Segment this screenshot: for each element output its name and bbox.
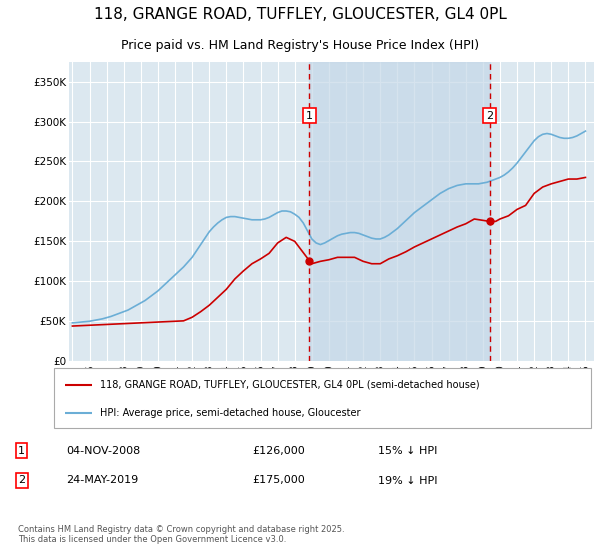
Text: £175,000: £175,000 <box>252 475 305 486</box>
Text: 118, GRANGE ROAD, TUFFLEY, GLOUCESTER, GL4 0PL (semi-detached house): 118, GRANGE ROAD, TUFFLEY, GLOUCESTER, G… <box>100 380 479 390</box>
Text: Contains HM Land Registry data © Crown copyright and database right 2025.
This d: Contains HM Land Registry data © Crown c… <box>18 525 344 544</box>
Text: £126,000: £126,000 <box>252 446 305 456</box>
Bar <box>309 62 490 361</box>
Text: 1: 1 <box>306 110 313 120</box>
Text: 19% ↓ HPI: 19% ↓ HPI <box>378 475 437 486</box>
Text: 2: 2 <box>18 475 25 486</box>
Text: 118, GRANGE ROAD, TUFFLEY, GLOUCESTER, GL4 0PL: 118, GRANGE ROAD, TUFFLEY, GLOUCESTER, G… <box>94 7 506 22</box>
Text: Price paid vs. HM Land Registry's House Price Index (HPI): Price paid vs. HM Land Registry's House … <box>121 39 479 53</box>
Text: 15% ↓ HPI: 15% ↓ HPI <box>378 446 437 456</box>
Text: 1: 1 <box>18 446 25 456</box>
Text: 04-NOV-2008: 04-NOV-2008 <box>66 446 140 456</box>
Text: 24-MAY-2019: 24-MAY-2019 <box>66 475 138 486</box>
Text: HPI: Average price, semi-detached house, Gloucester: HPI: Average price, semi-detached house,… <box>100 408 360 418</box>
Text: 2: 2 <box>486 110 493 120</box>
